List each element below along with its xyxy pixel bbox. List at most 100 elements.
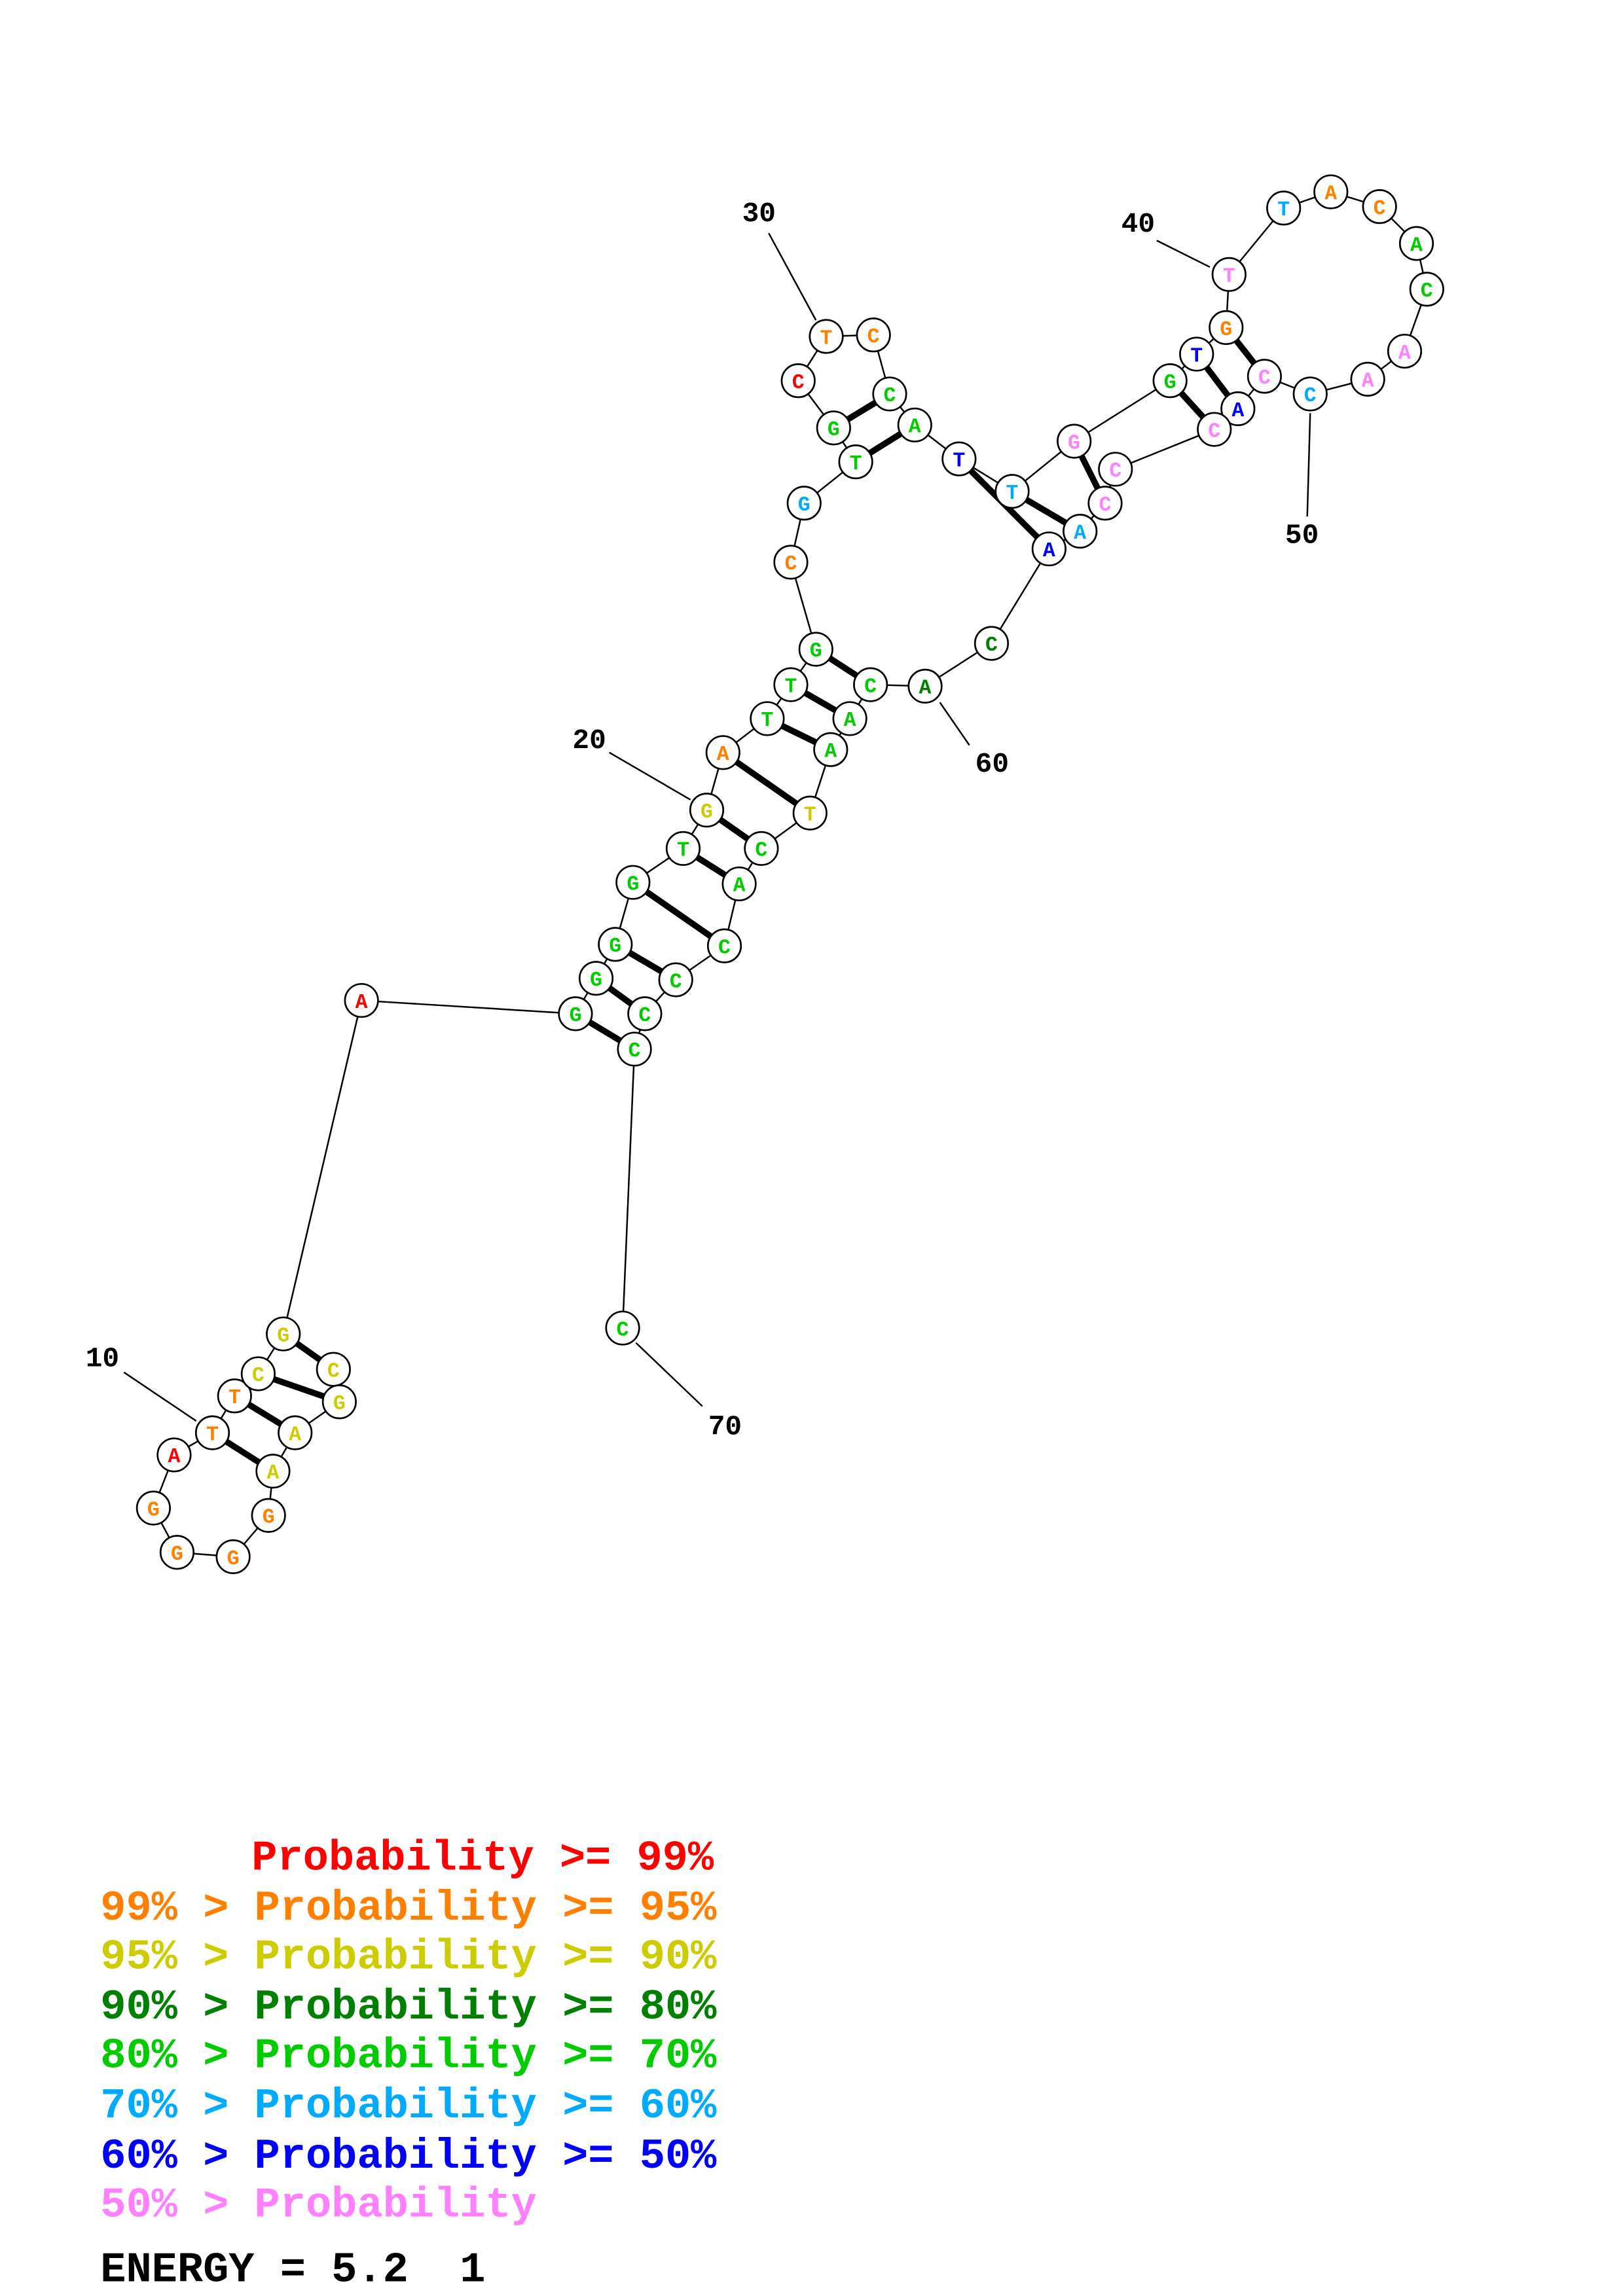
- nucleotide-letter: T: [228, 1387, 241, 1410]
- nucleotide-letter: G: [810, 640, 822, 663]
- nucleotide-circle: [217, 1378, 252, 1414]
- nucleotide-letter: T: [206, 1424, 219, 1446]
- sequence-number-label: 50: [1285, 520, 1319, 552]
- nucleotide-letter: T: [1277, 199, 1290, 222]
- nucleotide-circle: [1266, 190, 1302, 226]
- nucleotide-letter: C: [1421, 280, 1433, 303]
- nucleotide-letter: T: [850, 453, 862, 476]
- nucleotide-circle: [809, 319, 844, 354]
- legend-row-6: 70% > Probability >= 60%: [100, 2082, 717, 2130]
- nucleotide-letter: C: [792, 372, 805, 395]
- nucleotide-circle: [773, 667, 809, 702]
- nucleotide-letter: G: [277, 1325, 289, 1348]
- nucleotide-circle: [750, 701, 785, 736]
- legend-row-3: 95% > Probability >= 90%: [100, 1933, 717, 1981]
- sequence-number-label: 60: [976, 748, 1009, 780]
- nucleotide-letter: C: [784, 553, 797, 576]
- backbone-link: [1115, 428, 1215, 471]
- nucleotide-circle: [816, 410, 851, 446]
- nucleotide-letter: C: [670, 971, 682, 994]
- nucleotide-circle: [627, 996, 663, 1031]
- nucleotide-circle: [1409, 272, 1444, 307]
- nucleotide-circle: [240, 1356, 276, 1391]
- nucleotide-letter: G: [1164, 372, 1176, 395]
- sequence-number-label: 40: [1122, 208, 1155, 240]
- nucleotide-letter: A: [289, 1424, 301, 1446]
- nucleotide-circle: [832, 701, 867, 736]
- nucleotide-letter: C: [327, 1360, 340, 1383]
- nucleotide-letter: T: [1223, 266, 1235, 289]
- nucleotide-letter: G: [333, 1393, 346, 1416]
- nucleotide-circle: [1247, 359, 1282, 394]
- nucleotide-circle: [1398, 226, 1434, 261]
- nucleotide-letter: G: [828, 419, 840, 442]
- nucleotide-circle: [897, 407, 932, 442]
- legend-row-8: 50% > Probability: [100, 2181, 537, 2229]
- nucleotide-letter: C: [1304, 385, 1317, 408]
- nucleotide-circle: [705, 735, 740, 770]
- nucleotide-letter: C: [1099, 494, 1112, 517]
- nucleotide-circle: [1209, 310, 1244, 346]
- label-leader-line: [1156, 240, 1211, 268]
- nucleotide-letter: A: [733, 875, 746, 898]
- nucleotide-letter: C: [718, 937, 731, 960]
- nucleotide-circle: [1031, 531, 1067, 567]
- nucleotide-letter: A: [909, 416, 921, 439]
- nucleotide-circle: [605, 1310, 640, 1346]
- nucleotide-letter: C: [252, 1365, 264, 1388]
- nucleotide-circle: [665, 831, 701, 866]
- base-pair-bond: [721, 749, 812, 816]
- nucleotide-letter: T: [820, 327, 833, 350]
- nucleotide-circle: [1087, 486, 1123, 521]
- nucleotide-circle: [1292, 376, 1328, 412]
- nucleotide-letter: T: [953, 450, 965, 473]
- nucleotide-letter: T: [1006, 482, 1019, 505]
- label-leader-line: [609, 751, 691, 801]
- nucleotide-circle: [872, 376, 907, 412]
- nucleotide-letter: T: [1190, 345, 1203, 368]
- nucleotide-letter: A: [1398, 342, 1411, 365]
- nucleotide-circle: [706, 928, 742, 963]
- sequence-labels-layer: 10 20 30 40 50 60 70: [86, 198, 1319, 1443]
- nucleotide-circle: [744, 831, 779, 866]
- nucleotide-circle: [1197, 412, 1232, 447]
- nucleotide-circle: [941, 441, 977, 476]
- nucleotide-circle: [215, 1539, 251, 1575]
- nucleotide-letter: A: [356, 992, 368, 1014]
- nucleotide-circle: [344, 982, 379, 1018]
- label-leader-line: [939, 702, 970, 746]
- label-leader-line: [768, 232, 817, 321]
- probability-legend: Probability >= 99% 99% > Probability >= …: [100, 1834, 717, 2294]
- nucleotide-letter: G: [147, 1499, 160, 1522]
- nucleotide-circle: [278, 1415, 313, 1450]
- nucleotide-letter: A: [824, 741, 837, 764]
- nucleotide-circle: [1350, 361, 1385, 397]
- sequence-number-label: 70: [708, 1410, 742, 1443]
- nucleotide-letter: A: [919, 677, 932, 700]
- nucleotide-circle: [773, 545, 809, 580]
- nucleotide-letter: A: [844, 709, 856, 732]
- nucleotide-circle: [1313, 174, 1349, 209]
- nucleotide-letter: A: [168, 1446, 180, 1469]
- nucleotide-letter: C: [755, 840, 767, 863]
- nucleotide-circle: [780, 363, 816, 399]
- nucleotide-letter: A: [266, 1462, 279, 1485]
- nucleotide-letter: G: [590, 969, 602, 992]
- nucleotide-letter: T: [677, 840, 689, 863]
- nucleotide-circle: [615, 865, 651, 900]
- legend-row-4: 90% > Probability >= 80%: [100, 1983, 717, 2032]
- sequence-number-label: 20: [572, 725, 606, 757]
- nucleotide-letter: G: [263, 1507, 275, 1530]
- nucleotide-letter: C: [1109, 460, 1122, 483]
- nucleotide-circle: [194, 1415, 230, 1450]
- nucleotide-circle: [907, 668, 943, 704]
- nucleotide-circle: [1211, 257, 1247, 292]
- nucleotide-circle: [856, 317, 891, 353]
- label-leader-line: [1306, 413, 1311, 517]
- legend-row-2: 99% > Probability >= 95%: [100, 1884, 717, 1933]
- nucleotide-letter: G: [171, 1543, 183, 1566]
- nucleotide-circle: [1362, 189, 1397, 224]
- legend-row-7: 60% > Probability >= 50%: [100, 2132, 717, 2181]
- nucleotide-letter: A: [1043, 540, 1055, 563]
